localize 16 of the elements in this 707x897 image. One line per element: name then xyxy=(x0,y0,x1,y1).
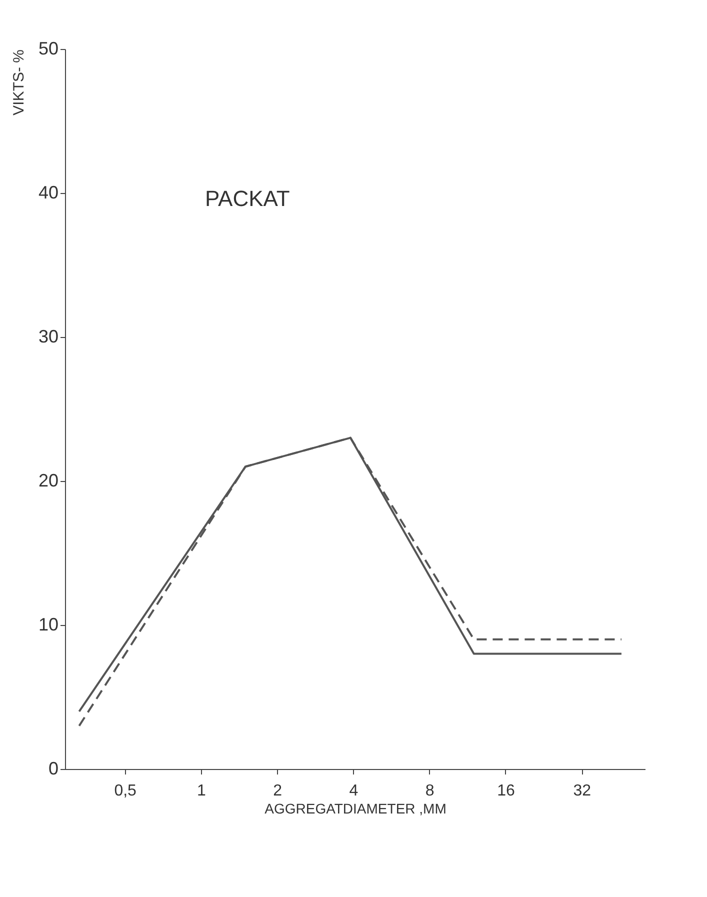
x-tick-label: 1 xyxy=(197,782,206,800)
x-tick-label: 32 xyxy=(573,782,592,800)
annotation: PACKAT xyxy=(205,186,290,211)
y-tick-label: 30 xyxy=(38,326,58,346)
x-tick-label: 0,5 xyxy=(114,782,137,800)
x-tick-label: 2 xyxy=(273,782,282,800)
y-axis-title: VIKTS- % xyxy=(10,50,28,116)
y-tick-label: 0 xyxy=(48,758,58,778)
x-tick-label: 4 xyxy=(349,782,358,800)
x-tick-label: 8 xyxy=(425,782,434,800)
y-tick-label: 40 xyxy=(38,182,58,202)
y-tick-label: 10 xyxy=(38,614,58,634)
x-axis-title: AGGREGATDIAMETER ,MM xyxy=(264,800,446,816)
x-tick-label: 16 xyxy=(497,782,515,800)
y-tick-label: 50 xyxy=(38,38,58,58)
y-tick-label: 20 xyxy=(38,470,58,490)
